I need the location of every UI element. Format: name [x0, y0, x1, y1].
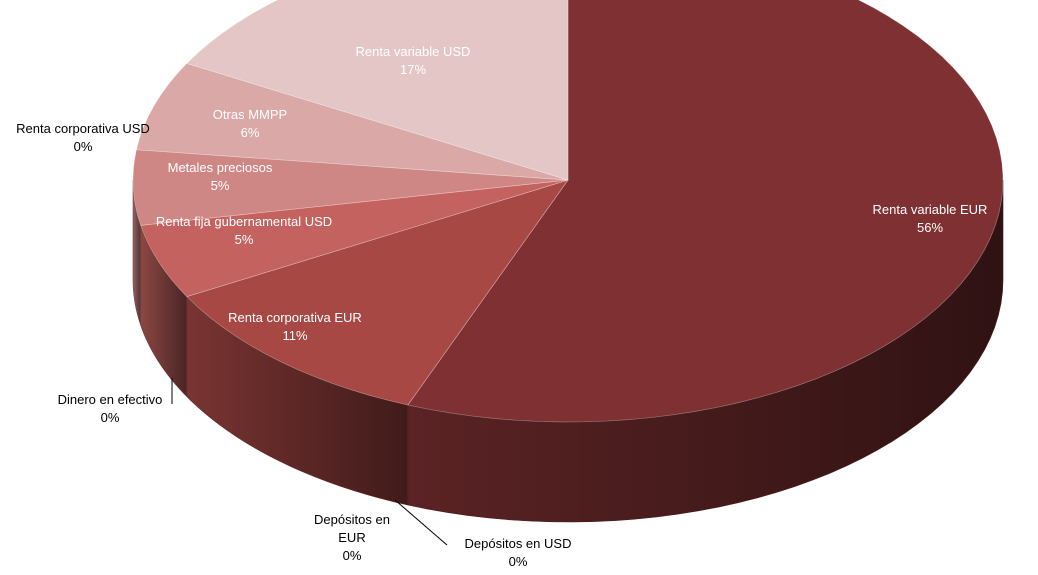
pie-slice-3	[186, 179, 569, 406]
slice-percent-5: 5%	[235, 232, 254, 247]
leader-lines	[171, 378, 448, 546]
pie-sides	[132, 179, 1004, 523]
slice-label-4: Dinero en efectivo	[58, 392, 163, 407]
slice-label-1: Depósitos en USD	[465, 536, 572, 551]
slice-label-5: Renta fija gubernamental USD	[156, 214, 332, 229]
leader-line-1	[394, 499, 448, 546]
slice-percent-8: 6%	[241, 125, 260, 140]
slice-percent-3: 11%	[282, 328, 307, 343]
slice-label-0: Renta variable EUR	[873, 202, 988, 217]
slice-label-8: Otras MMPP	[213, 107, 287, 122]
pie-slice-6	[132, 149, 569, 226]
slice-labels: Renta variable EUR 56% Depósitos en USD 0% D…	[16, 44, 987, 569]
slice-percent-0: 56%	[917, 220, 943, 235]
slice-percent-6: 5%	[211, 178, 230, 193]
slice-label-7: Renta corporativa USD	[16, 121, 150, 136]
pie-slice-0	[407, 0, 1004, 423]
slice-percent-7: 0%	[74, 139, 93, 154]
slice-percent-9: 17%	[400, 62, 426, 77]
pie-slice-8	[135, 63, 569, 181]
slice-label-3: Renta corporativa EUR	[228, 310, 362, 325]
slice-percent-4: 0%	[101, 410, 120, 425]
pie-tops	[132, 0, 1004, 423]
pie-slice-5	[140, 179, 569, 297]
slice-label-2-line0: Depósitos en	[314, 512, 390, 527]
slice-label-6: Metales preciosos	[168, 160, 273, 175]
pie-side-6	[132, 180, 142, 326]
pie-slice-9	[186, 0, 569, 181]
slice-label-2-line1: EUR	[338, 530, 365, 545]
slice-percent-1: 0%	[509, 554, 528, 569]
slice-percent-2: 0%	[343, 548, 362, 563]
slice-label-9: Renta variable USD	[356, 44, 471, 59]
